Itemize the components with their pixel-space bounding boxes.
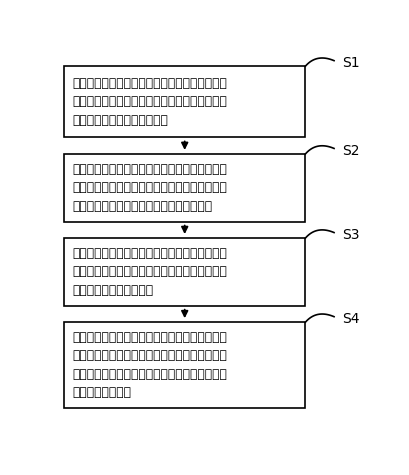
Bar — [64, 322, 305, 408]
Text: S2: S2 — [341, 144, 359, 158]
Text: S4: S4 — [341, 312, 359, 326]
Text: 多模态融合的识别方法，将所述基于微表情的情
感识别结果，基于肢体动作的情感识别结果和基
于语音的情感识别结果进行加权融合，得到多模
态融合的识别结果: 多模态融合的识别方法，将所述基于微表情的情 感识别结果，基于肢体动作的情感识别结… — [72, 331, 226, 399]
Text: S3: S3 — [341, 228, 359, 242]
Bar — [64, 154, 305, 221]
Bar — [64, 66, 305, 137]
Text: 肢体动作的识别方法，所述摄像头采集情感分析
受试者的肢体动作视频数据并发送至肢体动作识
别单元，得到基于肢体动作的情感识别结果: 肢体动作的识别方法，所述摄像头采集情感分析 受试者的肢体动作视频数据并发送至肢体… — [72, 163, 226, 213]
Text: 微表情的识别方法，所述摄像头采集情感分析受
试者的面部视频数据发送至微表情识别单元，得
到基于微表情的情感识别结果: 微表情的识别方法，所述摄像头采集情感分析受 试者的面部视频数据发送至微表情识别单… — [72, 77, 226, 127]
Bar — [64, 238, 305, 306]
Text: 语音的识别方法，所述麦克风采集情感分析受试
者的语音信号并发射至语音情感识别模块，得到
基于语音的情感识别结果: 语音的识别方法，所述麦克风采集情感分析受试 者的语音信号并发射至语音情感识别模块… — [72, 247, 226, 297]
Text: S1: S1 — [341, 56, 359, 70]
